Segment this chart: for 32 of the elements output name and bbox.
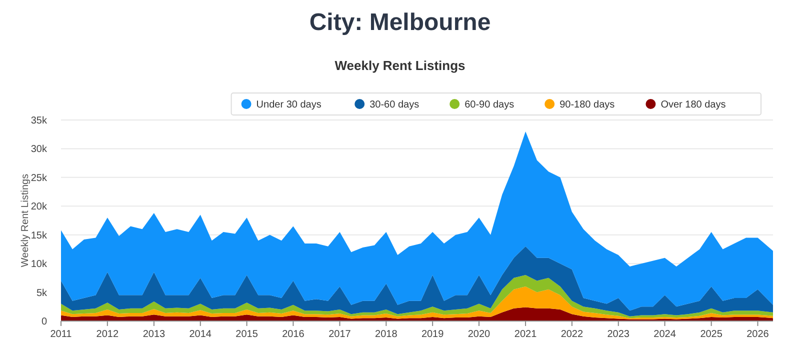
y-tick-label: 35k bbox=[30, 116, 48, 126]
legend-label: Over 180 days bbox=[660, 100, 726, 110]
legend-label: Under 30 days bbox=[256, 100, 322, 110]
x-tick-label: 2014 bbox=[189, 329, 212, 340]
x-tick-label: 2015 bbox=[236, 329, 258, 340]
y-axis-title: Weekly Rent Listings bbox=[20, 174, 31, 268]
y-tick-label: 15k bbox=[30, 230, 48, 242]
y-tick-label: 0 bbox=[41, 316, 48, 328]
x-tick-label: 2018 bbox=[375, 329, 398, 340]
x-tick-label: 2024 bbox=[654, 329, 676, 340]
x-tick-label: 2012 bbox=[96, 329, 119, 340]
x-tick-label: 2020 bbox=[468, 329, 491, 340]
x-tick-label: 2022 bbox=[560, 329, 584, 340]
y-tick-label: 30k bbox=[30, 144, 48, 156]
y-tick-label: 25k bbox=[30, 172, 48, 184]
chart-title: City: Melbourne bbox=[309, 9, 491, 36]
legend-label: 60-90 days bbox=[464, 100, 514, 110]
x-tick-label: 2025 bbox=[700, 329, 723, 340]
legend-label: 30-60 days bbox=[370, 100, 420, 110]
legend-label: 90-180 days bbox=[560, 100, 615, 110]
chart-subtitle: Weekly Rent Listings bbox=[334, 58, 466, 73]
x-tick-label: 2011 bbox=[50, 329, 72, 340]
x-tick-label: 2021 bbox=[514, 329, 538, 340]
y-tick-label: 20k bbox=[30, 202, 48, 213]
x-tick-label: 2017 bbox=[328, 329, 352, 340]
x-tick-label: 2016 bbox=[282, 329, 305, 340]
x-tick-label: 2023 bbox=[607, 329, 630, 340]
x-tick-label: 2019 bbox=[421, 329, 444, 340]
y-tick-label: 5k bbox=[36, 288, 48, 299]
x-tick-label: 2013 bbox=[142, 329, 166, 340]
x-tick-label: 2026 bbox=[746, 329, 770, 340]
y-tick-label: 10k bbox=[30, 259, 48, 270]
